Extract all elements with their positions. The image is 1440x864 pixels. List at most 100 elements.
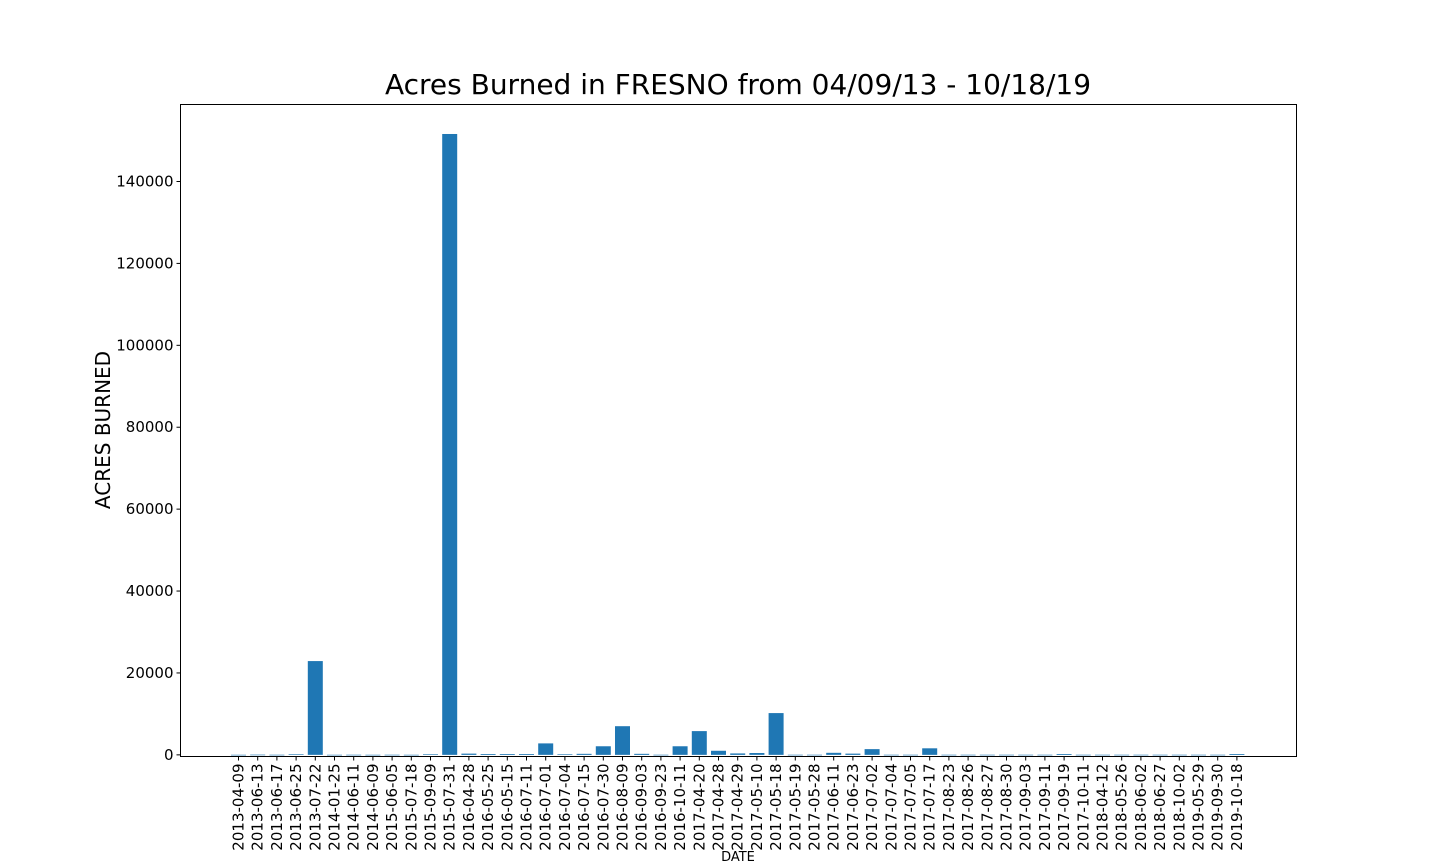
x-tick-label: 2013-04-09	[230, 764, 248, 851]
x-tick-label: 2017-05-19	[786, 764, 804, 851]
x-tick-label: 2014-01-25	[326, 764, 344, 851]
x-tick-label: 2018-04-12	[1094, 764, 1112, 851]
x-tick-label: 2019-09-30	[1209, 764, 1227, 851]
x-tick-label: 2017-09-11	[1036, 764, 1054, 851]
x-tick-label: 2017-05-18	[767, 764, 785, 851]
x-tick-label: 2013-06-17	[268, 764, 286, 851]
x-tick-label: 2018-06-02	[1132, 764, 1150, 851]
x-tick-label: 2016-09-23	[652, 764, 670, 851]
y-tick-label: 140000	[116, 172, 173, 190]
chart-title: Acres Burned in FRESNO from 04/09/13 - 1…	[385, 68, 1091, 101]
x-tick-label: 2017-09-19	[1055, 764, 1073, 851]
x-tick-label: 2013-06-25	[287, 764, 305, 851]
x-tick-label: 2016-07-30	[594, 764, 612, 851]
x-tick-label: 2013-06-13	[249, 764, 267, 851]
y-tick-label: 20000	[126, 664, 174, 682]
bar-2018-10-02	[1171, 754, 1187, 756]
bar-2017-04-20	[691, 731, 707, 755]
bar-2017-04-28	[711, 750, 726, 755]
x-tick-label: 2014-06-09	[364, 764, 382, 851]
bars-group	[231, 133, 1245, 756]
x-tick-label: 2017-08-27	[978, 764, 996, 851]
bar-2018-04-12	[1095, 754, 1110, 756]
bar-2017-09-19	[1056, 754, 1072, 755]
x-tick-label: 2016-05-25	[479, 764, 497, 851]
x-tick-label: 2017-04-28	[710, 764, 728, 851]
x-tick-label: 2017-07-02	[863, 764, 881, 851]
x-tick-label: 2015-07-31	[441, 764, 459, 851]
bar-2019-05-29	[1191, 754, 1206, 756]
bar-2016-07-30	[595, 746, 611, 755]
bar-2017-09-03	[1018, 754, 1034, 756]
bar-2015-07-31	[442, 133, 458, 755]
x-tick-label: 2016-08-09	[614, 764, 632, 851]
bar-2015-09-09	[423, 754, 438, 755]
bar-2017-05-10	[749, 753, 765, 755]
bar-2018-06-27	[1152, 754, 1168, 756]
bar-2017-08-27	[979, 754, 995, 756]
bar-2017-08-23	[941, 754, 957, 756]
x-tick-label: 2016-05-15	[498, 764, 516, 851]
bar-2016-07-01	[538, 743, 554, 755]
x-tick-label: 2015-06-05	[383, 764, 401, 851]
x-tick-label: 2019-05-29	[1190, 764, 1208, 851]
bar-2017-06-23	[845, 753, 861, 755]
bar-2013-04-09	[231, 754, 246, 756]
x-tick-label: 2017-07-05	[902, 764, 920, 851]
bar-2018-05-26	[1114, 754, 1130, 756]
x-tick-label: 2017-05-28	[806, 764, 824, 851]
y-tick-label: 0	[164, 746, 174, 764]
bar-2013-07-22	[307, 661, 323, 755]
bar-2017-07-17	[922, 748, 938, 755]
bar-2017-08-30	[999, 754, 1014, 756]
bar-2013-06-13	[250, 754, 266, 756]
x-tick-label: 2015-09-09	[422, 764, 440, 851]
x-tick-label: 2017-07-17	[921, 764, 939, 851]
x-tick-label: 2017-08-30	[998, 764, 1016, 851]
bar-2019-09-30	[1210, 754, 1226, 756]
bar-2017-05-28	[807, 754, 822, 756]
y-tick-label: 60000	[126, 500, 174, 518]
x-tick-label: 2017-06-11	[825, 764, 843, 851]
y-tick-label: 120000	[116, 254, 173, 272]
x-tick-label: 2016-07-11	[518, 764, 536, 851]
bar-2017-05-19	[787, 754, 803, 756]
x-tick-label: 2018-06-27	[1151, 764, 1169, 851]
x-tick-label: 2014-06-11	[345, 764, 363, 851]
bar-2014-06-09	[365, 754, 381, 756]
bar-2017-10-11	[1075, 754, 1091, 756]
x-tick-label: 2016-07-04	[556, 764, 574, 851]
bar-2013-06-25	[288, 754, 304, 755]
x-tick-label: 2016-10-11	[671, 764, 689, 851]
x-tick-label: 2019-10-18	[1228, 764, 1246, 851]
y-axis-label: ACRES BURNED	[91, 351, 115, 509]
bar-2019-10-18	[1229, 754, 1245, 755]
bar-2013-06-17	[269, 754, 285, 756]
x-tick-label: 2017-09-03	[1017, 764, 1035, 851]
bar-2016-10-11	[672, 746, 688, 755]
bar-2016-08-09	[615, 726, 630, 755]
bar-2016-09-03	[634, 753, 650, 755]
bar-2017-04-29	[730, 753, 746, 755]
x-axis-label: DATE	[721, 850, 755, 864]
x-tick-label: 2017-08-23	[940, 764, 958, 851]
x-tick-label: 2016-04-28	[460, 764, 478, 851]
bar-2017-05-18	[768, 713, 784, 755]
x-tick-label: 2015-07-18	[402, 764, 420, 851]
bar-2017-09-11	[1037, 754, 1053, 756]
bar-2017-07-04	[883, 754, 899, 756]
x-tick-label: 2018-05-26	[1113, 764, 1131, 851]
x-tick-label: 2017-04-20	[690, 764, 708, 851]
y-axis-ticks: 0 20000 40000 60000 80000 100000 120000 140000	[116, 172, 181, 764]
bar-2015-07-18	[403, 754, 419, 756]
x-tick-label: 2018-10-02	[1170, 764, 1188, 851]
bar-2016-09-23	[653, 754, 669, 756]
bar-2015-06-05	[384, 754, 400, 756]
bar-2017-08-26	[960, 754, 976, 756]
x-tick-label: 2016-09-03	[633, 764, 651, 851]
x-tick-label: 2017-08-26	[959, 764, 977, 851]
x-tick-label: 2017-05-10	[748, 764, 766, 851]
x-tick-label: 2017-07-04	[882, 764, 900, 851]
x-tick-label: 2016-07-15	[575, 764, 593, 851]
bar-2017-07-05	[903, 754, 918, 756]
